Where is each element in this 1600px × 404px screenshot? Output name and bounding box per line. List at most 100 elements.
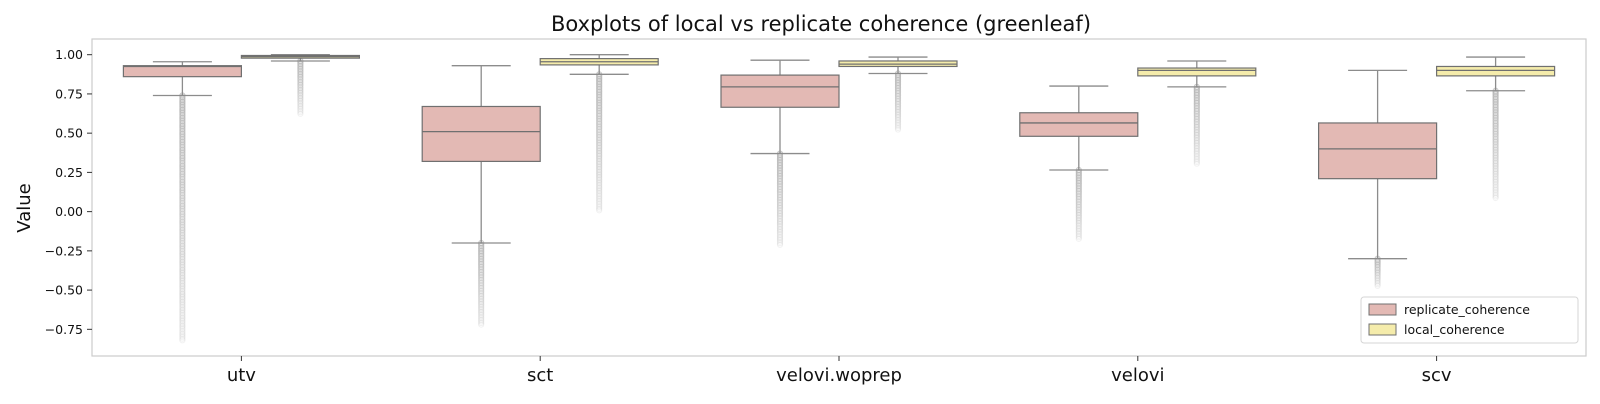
outlier-point	[596, 144, 603, 152]
outlier-point	[179, 226, 186, 233]
outlier-point	[596, 205, 603, 212]
outlier-point	[478, 292, 485, 299]
outlier-point	[179, 217, 186, 224]
outlier-point	[478, 310, 485, 317]
outlier-point	[596, 186, 603, 193]
outlier-point	[478, 305, 485, 312]
outlier-point	[478, 303, 485, 311]
outlier-point	[776, 222, 784, 229]
outlier-point	[776, 203, 784, 210]
outlier-point	[1492, 156, 1499, 163]
outlier-point	[776, 209, 784, 216]
outlier-point	[1492, 129, 1499, 136]
outlier-point	[179, 242, 186, 249]
outlier-point	[1193, 112, 1200, 119]
outlier-point	[179, 311, 186, 318]
outlier-point	[179, 324, 186, 331]
outlier-point	[776, 217, 784, 224]
outlier-point	[478, 319, 485, 327]
outlier-point	[596, 125, 603, 132]
outlier-point	[297, 105, 304, 113]
outlier-point	[776, 220, 784, 228]
outlier-point	[776, 227, 784, 234]
outlier-point	[596, 135, 603, 142]
outlier-point	[179, 236, 186, 243]
outlier-point	[297, 86, 304, 93]
outlier-point	[1492, 182, 1499, 189]
outlier-point	[179, 301, 186, 309]
outlier-point	[179, 183, 186, 190]
outlier-point	[1374, 278, 1381, 285]
outlier-point	[596, 200, 603, 208]
outlier-point	[179, 209, 186, 216]
outlier-point	[1075, 230, 1082, 238]
outlier-point	[894, 108, 902, 116]
outlier-point	[894, 126, 902, 133]
outlier-point	[478, 302, 485, 309]
y-tick-label: 0.50	[55, 126, 83, 141]
outlier-point	[1193, 126, 1200, 134]
outlier-point	[1075, 203, 1082, 210]
iqr-box	[1019, 112, 1139, 137]
outlier-point	[478, 316, 485, 323]
outlier-point	[179, 191, 186, 198]
outlier-point	[776, 214, 784, 221]
outlier-point	[596, 191, 603, 198]
outlier-point	[1075, 202, 1082, 209]
outlier-point	[1374, 266, 1381, 274]
outlier-point	[596, 188, 603, 195]
outlier-point	[179, 295, 186, 302]
outlier-point	[297, 89, 304, 97]
outlier-point	[179, 273, 186, 280]
outlier-point	[1193, 128, 1200, 135]
outlier-point	[179, 282, 186, 289]
outlier-point	[596, 159, 603, 166]
outlier-point	[1492, 175, 1499, 182]
outlier-point	[776, 208, 784, 215]
legend-swatch	[1368, 323, 1397, 336]
outlier-point	[596, 180, 603, 187]
outlier-point	[179, 293, 186, 301]
outlier-point	[1075, 214, 1082, 222]
outlier-point	[478, 281, 485, 288]
outlier-point	[1492, 162, 1499, 170]
outlier-point	[179, 255, 186, 262]
y-tick-label: 1.00	[55, 47, 83, 62]
outlier-point	[776, 200, 784, 207]
box-group-local_coherence-velovi.woprep	[838, 56, 958, 133]
outlier-point	[596, 192, 603, 200]
outlier-point	[1075, 224, 1082, 231]
outlier-point	[478, 307, 485, 314]
outlier-point	[596, 133, 603, 140]
outlier-point	[1075, 197, 1082, 204]
outlier-point	[1492, 150, 1499, 157]
outlier-point	[1492, 159, 1499, 166]
outlier-point	[596, 204, 603, 211]
outlier-point	[179, 218, 186, 225]
outlier-point	[1193, 125, 1200, 132]
y-tick-label: 0.00	[55, 204, 83, 219]
outlier-point	[596, 132, 603, 139]
outlier-point	[776, 201, 784, 208]
outlier-point	[596, 197, 603, 204]
outlier-point	[1492, 183, 1499, 190]
outlier-point	[776, 225, 784, 232]
box-group-replicate_coherence-scv	[1317, 69, 1438, 290]
outlier-point	[1492, 166, 1499, 173]
outlier-point	[179, 201, 186, 208]
outlier-point	[596, 143, 603, 150]
outlier-point	[596, 127, 603, 134]
outlier-point	[776, 206, 784, 213]
outlier-point	[297, 99, 304, 106]
outlier-point	[179, 290, 186, 297]
outlier-point	[596, 165, 603, 172]
outlier-point	[478, 318, 485, 325]
outlier-point	[297, 97, 304, 105]
outlier-point	[596, 176, 603, 184]
outlier-point	[1492, 142, 1499, 149]
outlier-point	[179, 237, 186, 245]
axes: −0.75 −0.50 −0.25 0.00 0.25 0.50 0.75 1.00 utv sc…	[45, 47, 1452, 386]
outlier-point	[179, 212, 186, 219]
outlier-point	[1193, 154, 1200, 161]
outlier-point	[179, 188, 186, 195]
